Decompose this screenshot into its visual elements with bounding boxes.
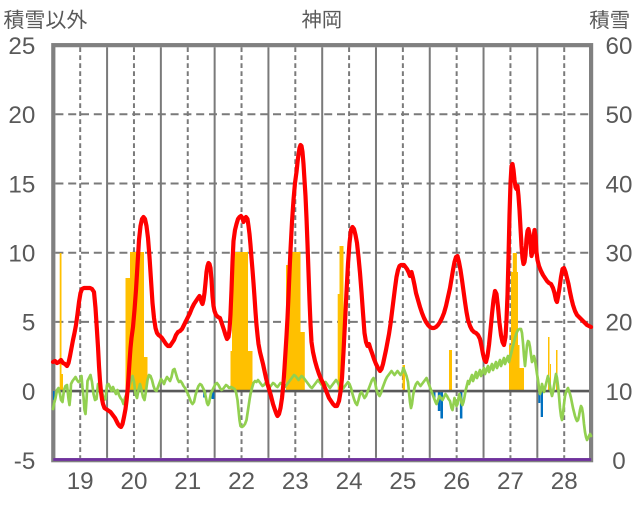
- svg-text:5: 5: [22, 310, 35, 337]
- svg-text:10: 10: [8, 241, 35, 268]
- svg-text:27: 27: [497, 468, 524, 495]
- svg-text:0: 0: [22, 379, 35, 406]
- svg-text:60: 60: [606, 33, 633, 60]
- svg-text:24: 24: [336, 468, 363, 495]
- svg-text:21: 21: [174, 468, 201, 495]
- svg-text:30: 30: [606, 241, 633, 268]
- svg-text:26: 26: [443, 468, 470, 495]
- svg-text:23: 23: [282, 468, 309, 495]
- svg-text:0: 0: [612, 448, 625, 475]
- svg-text:25: 25: [8, 33, 35, 60]
- svg-text:28: 28: [551, 468, 578, 495]
- svg-text:25: 25: [389, 468, 416, 495]
- svg-text:19: 19: [67, 468, 94, 495]
- svg-text:-5: -5: [14, 448, 36, 475]
- svg-text:15: 15: [8, 171, 35, 198]
- svg-text:20: 20: [121, 468, 148, 495]
- svg-text:20: 20: [8, 102, 35, 129]
- svg-text:40: 40: [606, 171, 633, 198]
- svg-text:10: 10: [606, 379, 633, 406]
- svg-text:22: 22: [228, 468, 255, 495]
- svg-text:20: 20: [606, 310, 633, 337]
- svg-text:50: 50: [606, 102, 633, 129]
